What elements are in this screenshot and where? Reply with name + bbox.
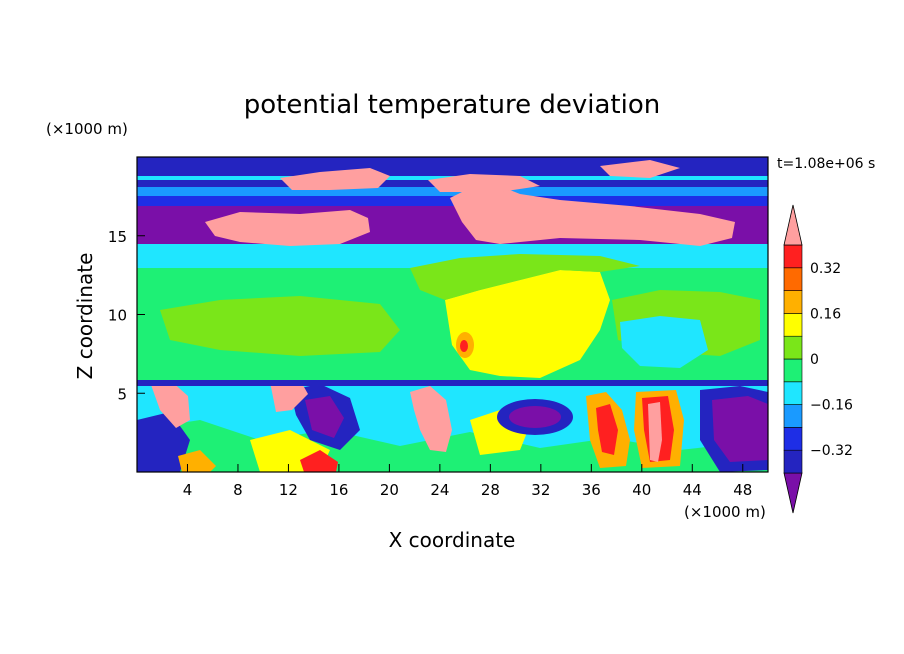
x-tick-label: 44 [683,481,702,499]
x-tick-label: 36 [582,481,601,499]
time-label: t=1.08e+06 s [777,156,875,172]
colorbar-swatch [783,313,803,337]
y-tick-label: 15 [108,228,127,246]
y-axis-ticks: 5 10 15 [108,228,145,403]
field-bl-purple-2 [509,406,561,428]
x-unit-label: (×1000 m) [684,503,766,521]
field-bl-purple-3 [712,396,768,462]
y-unit-label: (×1000 m) [46,120,128,138]
field-bl-purple-1 [305,396,344,438]
x-tick-label: 28 [481,481,500,499]
colorbar-swatch [783,404,803,428]
field-yellow-center [445,270,610,378]
x-tick-label: 4 [183,481,193,499]
field-plume-4-pink [270,380,308,412]
field-lightgreen-center [410,254,640,300]
colorbar: 0.32 0.16 0 −0.16 −0.32 [783,204,853,514]
field-cyan-right [620,316,708,368]
colorbar-low-cap [783,472,803,514]
colorbar-swatch [783,290,803,314]
colorbar-label: 0.32 [810,261,841,277]
field-plume-1-red [596,404,618,455]
contour-field [137,157,768,472]
colorbar-swatch [783,244,803,269]
x-tick-label: 16 [329,481,348,499]
x-tick-label: 20 [380,481,399,499]
field-plume-5-pink [150,380,190,428]
x-axis-ticks: 4 8 12 16 20 24 28 32 36 40 44 48 [183,464,752,499]
field-bl-top-navy [137,380,768,386]
field-plume-3-pink [410,386,452,452]
field-red-spot [460,340,468,352]
field-lightgreen-left [160,296,400,356]
colorbar-label: −0.32 [810,443,853,459]
x-tick-label: 32 [531,481,550,499]
field-plume-6-red [300,450,338,472]
colorbar-swatch [783,449,803,474]
x-tick-label: 12 [279,481,298,499]
colorbar-high-cap [783,204,803,246]
chart-title: potential temperature deviation [244,90,660,120]
y-axis-label: Z coordinate [73,253,97,380]
colorbar-swatch [783,267,803,291]
colorbar-swatch [783,335,803,360]
colorbar-swatch [783,427,803,451]
colorbar-label: 0.16 [810,306,841,322]
colorbar-label: −0.16 [810,398,853,414]
field-pink-blob-4 [428,174,540,192]
x-tick-label: 8 [233,481,243,499]
x-tick-label: 40 [632,481,651,499]
colorbar-swatch [783,381,803,405]
field-pink-blob-1 [205,210,370,246]
x-tick-label: 24 [430,481,449,499]
y-tick-label: 5 [117,385,127,403]
x-tick-label: 48 [733,481,752,499]
field-pink-blob-2 [450,186,735,246]
y-tick-label: 10 [108,307,127,325]
x-axis-label: X coordinate [389,528,516,552]
colorbar-label: 0 [810,352,819,368]
field-pink-blob-5 [600,160,680,178]
field-plume-2-pink [648,402,662,462]
field-pink-blob-3 [280,168,390,190]
colorbar-swatch [783,358,803,383]
